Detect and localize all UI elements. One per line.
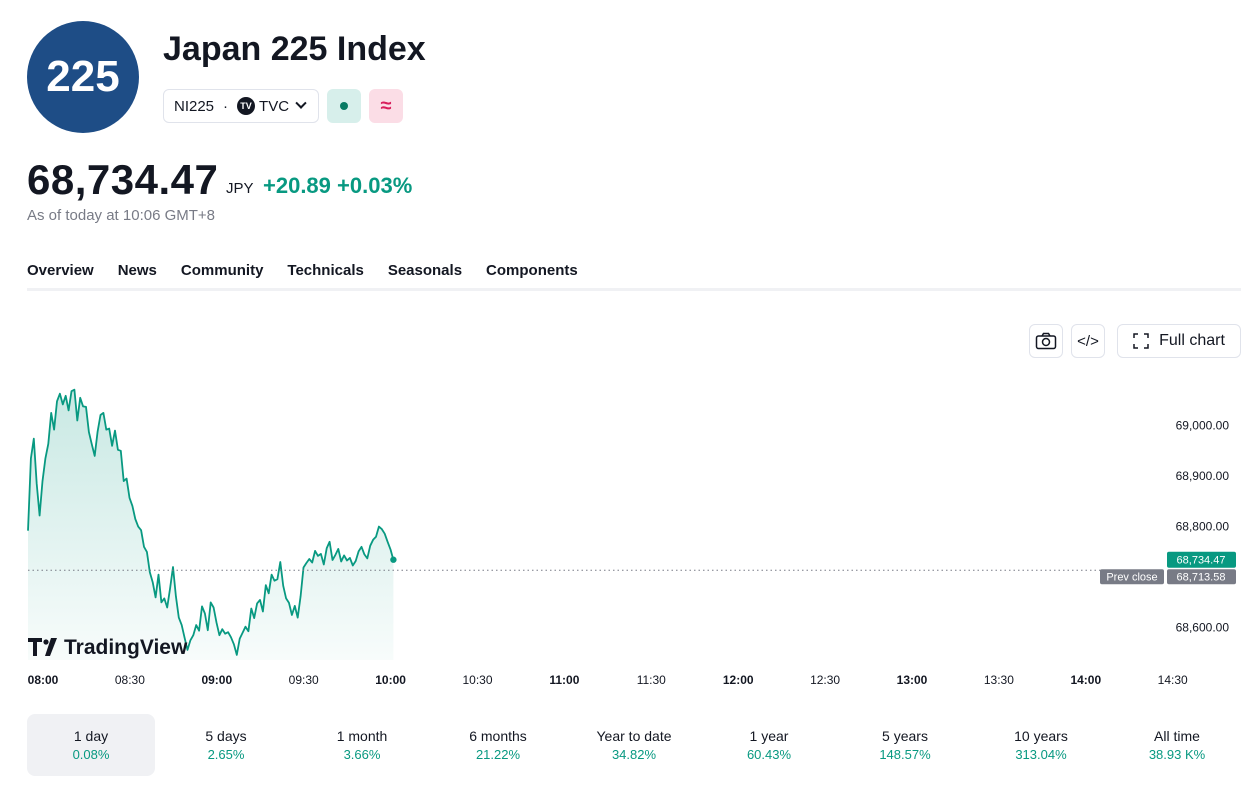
last-point-marker xyxy=(390,556,397,563)
chevron-down-icon xyxy=(295,97,307,109)
area-fill xyxy=(28,389,394,660)
y-tick-label: 68,600.00 xyxy=(1176,621,1230,635)
prev-close-badge xyxy=(1167,569,1236,585)
last-price-badge xyxy=(1167,551,1236,568)
period-5-days[interactable]: 5 days 2.65% xyxy=(162,714,290,776)
section-tabs: Overview News Community Technicals Seaso… xyxy=(27,262,578,291)
period-change: 3.66% xyxy=(343,747,381,762)
period-change: 34.82% xyxy=(611,747,657,762)
x-tick-label: 12:30 xyxy=(810,673,840,687)
tab-community[interactable]: Community xyxy=(180,262,264,279)
full-chart-label: Full chart xyxy=(1159,332,1225,349)
x-tick-label: 11:00 xyxy=(549,673,579,687)
y-tick-label: 68,900.00 xyxy=(1176,469,1230,483)
period-label: 1 year xyxy=(749,728,789,744)
x-tick-label: 14:00 xyxy=(1070,673,1101,687)
period-change: 0.08% xyxy=(72,747,110,762)
page-title: Japan 225 Index xyxy=(163,30,426,68)
separator-dot: · xyxy=(223,97,229,115)
period-change: 2.65% xyxy=(207,747,245,762)
period-label: 6 months xyxy=(469,728,527,744)
x-tick-label: 08:00 xyxy=(28,673,59,687)
approx-badge[interactable]: ≈ xyxy=(369,89,403,123)
period-1-month[interactable]: 1 month 3.66% xyxy=(298,714,426,776)
period-change: 21.22% xyxy=(475,747,521,762)
x-tick-label: 10:00 xyxy=(375,673,406,687)
period-change: 38.93 K% xyxy=(1148,747,1206,762)
tradingview-logo-icon xyxy=(28,638,42,656)
watermark-text: TradingView xyxy=(64,636,188,659)
tab-components[interactable]: Components xyxy=(486,262,578,279)
snapshot-button[interactable] xyxy=(1029,324,1063,358)
x-tick-label: 13:00 xyxy=(897,673,928,687)
symbol-label: NI225 xyxy=(174,97,215,115)
series-line xyxy=(27,388,395,656)
x-tick-label: 10:30 xyxy=(462,673,492,687)
period-label: 10 years xyxy=(1014,728,1068,744)
period-10-years[interactable]: 10 years 313.04% xyxy=(977,714,1105,776)
change-percent: +0.03% xyxy=(337,173,413,198)
y-tick-label: 69,000.00 xyxy=(1176,419,1230,433)
period-change: 60.43% xyxy=(746,747,792,762)
x-tick-label: 09:00 xyxy=(201,673,232,687)
index-logo: 225 xyxy=(27,21,139,133)
x-tick-label: 08:30 xyxy=(115,673,145,687)
as-of-timestamp: As of today at 10:06 GMT+8 xyxy=(27,207,216,224)
period-1-day[interactable]: 1 day 0.08% xyxy=(27,714,155,776)
period-change: 148.57% xyxy=(879,747,931,762)
y-tick-label: 68,800.00 xyxy=(1176,520,1230,534)
full-chart-button[interactable]: Full chart xyxy=(1117,324,1241,358)
camera-icon xyxy=(1035,332,1057,350)
period-selector: 1 day 0.08% 5 days 2.65% 1 month 3.66% 6… xyxy=(27,714,1241,776)
last-price-badge-text: 68,734.47 xyxy=(1177,555,1226,567)
exchange-logo-icon: TV xyxy=(237,97,256,115)
period-label: All time xyxy=(1154,728,1200,744)
prev-close-tag-text: Prev close xyxy=(1106,571,1157,583)
tab-news[interactable]: News xyxy=(117,262,157,279)
period-5-years[interactable]: 5 years 148.57% xyxy=(841,714,969,776)
tabs-divider xyxy=(27,288,1241,291)
market-open-dot-icon xyxy=(340,102,348,110)
tradingview-watermark: TradingView xyxy=(28,636,188,659)
last-price: 68,734.47 xyxy=(27,156,219,203)
prev-close-badge-text: 68,713.58 xyxy=(1177,571,1226,583)
x-tick-label: 14:30 xyxy=(1158,673,1188,687)
logo-text: 225 xyxy=(46,52,120,101)
period-label: 5 years xyxy=(882,728,928,744)
change-value: +20.89 xyxy=(263,173,331,198)
code-icon: </> xyxy=(1077,332,1099,350)
period-year-to-date[interactable]: Year to date 34.82% xyxy=(570,714,698,776)
x-tick-label: 12:00 xyxy=(723,673,754,687)
period-label: 1 month xyxy=(336,728,388,744)
tab-technicals[interactable]: Technicals xyxy=(287,262,364,279)
period-6-months[interactable]: 6 months 21.22% xyxy=(434,714,562,776)
period-change: 313.04% xyxy=(1015,747,1067,762)
prev-close-tag xyxy=(1100,569,1164,585)
market-open-badge[interactable] xyxy=(327,89,361,123)
x-tick-label: 13:30 xyxy=(984,673,1014,687)
price-chart[interactable]: 69,000.00 68,900.00 68,800.00 68,600.00 08:… xyxy=(0,360,1253,700)
tab-overview[interactable]: Overview xyxy=(27,262,94,291)
price-change: +20.89 +0.03% xyxy=(263,173,412,199)
symbol-exchange-selector[interactable]: NI225 · TV TVC xyxy=(163,89,319,123)
approx-icon: ≈ xyxy=(380,94,392,117)
currency-label: JPY xyxy=(226,180,254,197)
tab-seasonals[interactable]: Seasonals xyxy=(387,262,463,279)
period-1-year[interactable]: 1 year 60.43% xyxy=(705,714,833,776)
period-label: 1 day xyxy=(73,728,109,744)
period-label: 5 days xyxy=(205,728,247,744)
x-tick-label: 09:30 xyxy=(289,673,319,687)
exchange-label: TVC xyxy=(259,97,290,115)
fullscreen-icon xyxy=(1133,333,1149,349)
embed-button[interactable]: </> xyxy=(1071,324,1105,358)
period-all-time[interactable]: All time 38.93 K% xyxy=(1113,714,1241,776)
x-tick-label: 11:30 xyxy=(637,673,666,687)
period-label: Year to date xyxy=(596,728,672,744)
